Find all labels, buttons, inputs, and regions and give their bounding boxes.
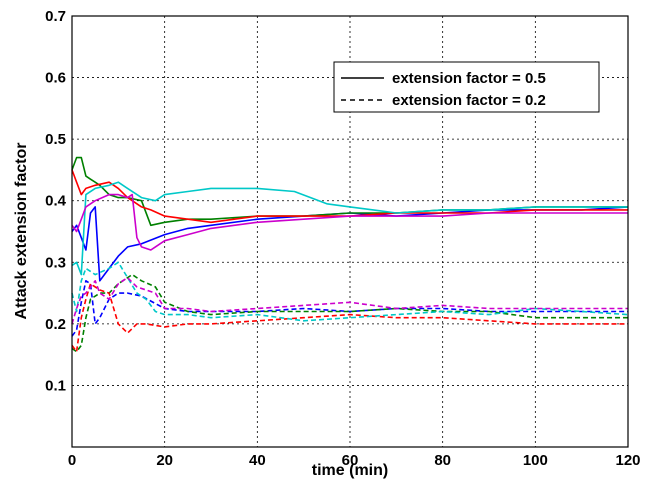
series-lines (71, 156, 629, 353)
dashed-series-line-9 (71, 276, 628, 325)
y-axis-title: Attack extension factor (13, 143, 30, 320)
y-tick-label: 0.1 (45, 377, 66, 394)
solid-series-line-4 (71, 193, 628, 251)
dashed-series-line-6 (71, 273, 628, 353)
solid-series-line-2 (71, 169, 628, 224)
legend-entry-dashed: extension factor = 0.2 (392, 92, 546, 109)
x-tick-label: 120 (615, 452, 640, 469)
legend-entry-solid: extension factor = 0.5 (392, 70, 546, 87)
legend: extension factor = 0.5 extension factor … (333, 61, 600, 113)
y-tick-label: 0.5 (45, 131, 66, 148)
x-axis-title: time (min) (312, 462, 388, 479)
y-tick-label: 0.4 (45, 193, 67, 210)
y-tick-label: 0.7 (45, 8, 66, 25)
x-tick-label: 40 (249, 452, 266, 469)
x-tick-label: 100 (523, 452, 548, 469)
x-tick-label: 20 (156, 452, 173, 469)
plot-frame (71, 15, 629, 448)
dashed-series-line-7 (71, 282, 628, 353)
y-tick-label: 0.6 (45, 70, 66, 87)
legend-box (333, 61, 600, 113)
x-tick-label: 60 (342, 452, 359, 469)
x-tick-label: 0 (68, 452, 76, 469)
solid-series-line-3 (71, 181, 628, 276)
y-tick-label: 0.3 (45, 254, 66, 271)
y-tick-label: 0.2 (45, 316, 66, 333)
tick-labels: 0 20 40 60 80 100 120 0.1 0.2 0.3 0.4 0.5 0.6 0.7 (45, 8, 640, 469)
x-tick-label: 80 (434, 452, 451, 469)
dashed-series-line-8 (71, 261, 629, 322)
